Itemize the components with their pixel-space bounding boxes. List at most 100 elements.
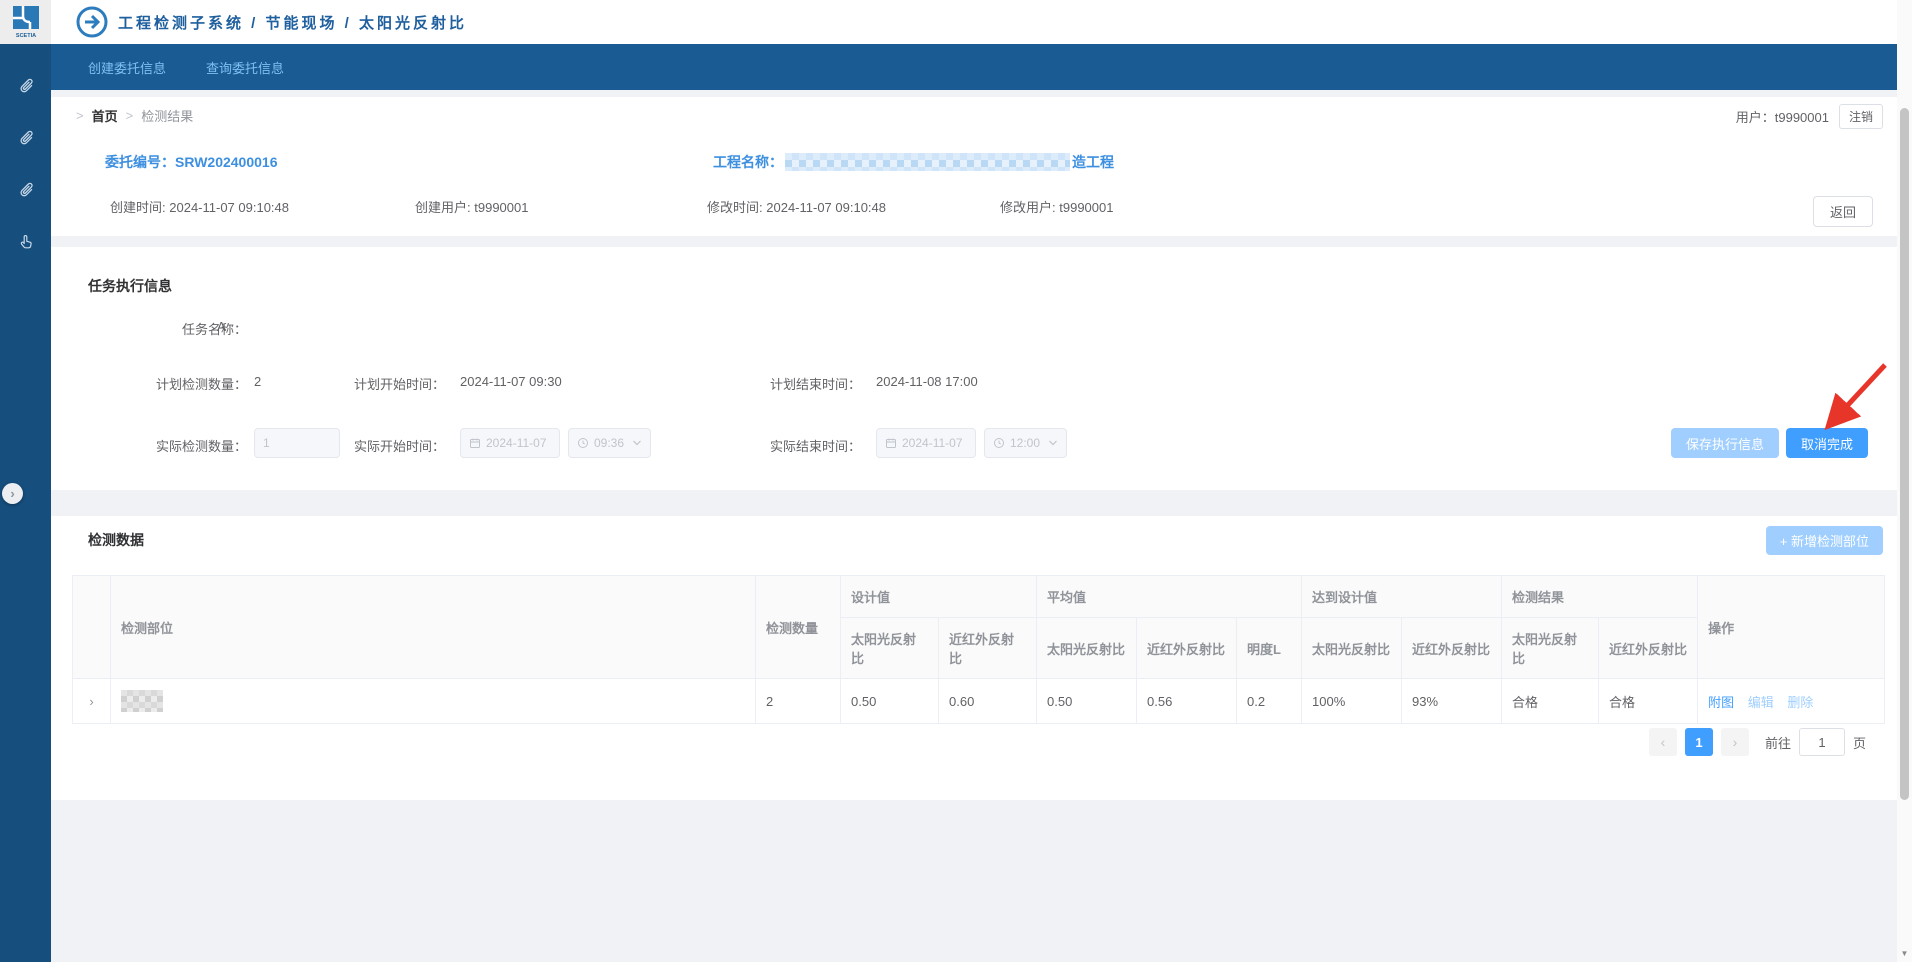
cell-result-solar: 合格 xyxy=(1501,678,1600,724)
actual-row: 实际检测数量： 1 实际开始时间： 2024-11-07 xyxy=(88,428,1188,458)
breadcrumb: > 首页 > 检测结果 xyxy=(76,106,193,125)
cell-reach-solar: 100% xyxy=(1301,678,1403,724)
actual-end-date-input[interactable]: 2024-11-07 xyxy=(876,428,976,458)
link-icon[interactable] xyxy=(17,129,35,147)
user-label: 用户：t9990001 xyxy=(1735,110,1829,125)
table-header-sub-row: 太阳光反射比 近红外反射比 太阳光反射比 近红外反射比 明度L 太阳光反射比 近… xyxy=(73,617,1885,679)
col-header-count: 检测数量 xyxy=(755,575,841,679)
save-execution-button[interactable]: 保存执行信息 xyxy=(1670,428,1779,458)
logo-text: SCETIA xyxy=(15,33,35,39)
chevron-down-icon xyxy=(1049,440,1057,446)
cell-design-nir: 0.60 xyxy=(937,678,1038,724)
next-page-button[interactable]: › xyxy=(1720,728,1749,756)
group-header-design: 设计值 xyxy=(839,575,1038,618)
edit-link[interactable]: 编辑 xyxy=(1747,694,1774,710)
breadcrumb-sep-icon: > xyxy=(76,108,84,123)
calendar-icon xyxy=(886,438,896,448)
col-header-nir: 近红外反射比 xyxy=(1598,617,1699,679)
expand-row-icon[interactable]: › xyxy=(72,678,111,724)
redacted-part-name xyxy=(121,690,163,712)
planned-count-value: 2 xyxy=(254,374,262,389)
group-header-reach-design: 达到设计值 xyxy=(1301,575,1503,618)
cancel-complete-button[interactable]: 取消完成 xyxy=(1785,428,1868,458)
add-inspection-part-button[interactable]: + 新增检测部位 xyxy=(1765,526,1883,555)
actual-start-date-input[interactable]: 2024-11-07 xyxy=(460,428,560,458)
task-card: 任务执行信息 任务名称： A 计划检测数量： 2 计划开始时间： 2024-11… xyxy=(51,247,1897,490)
cell-ops: 附图 编辑 删除 xyxy=(1697,678,1886,724)
cell-avg-solar: 0.50 xyxy=(1036,678,1138,724)
actual-start-label: 实际开始时间： xyxy=(353,439,445,454)
link-icon[interactable] xyxy=(17,181,35,199)
scroll-down-icon[interactable]: ▼ xyxy=(1900,949,1909,958)
breadcrumb-home[interactable]: 首页 xyxy=(91,109,118,124)
actual-count-input[interactable]: 1 xyxy=(254,428,340,458)
prev-page-icon: ‹ xyxy=(1660,734,1666,750)
annotation-arrow xyxy=(1824,363,1887,431)
actual-end-time-select[interactable]: 12:00 xyxy=(984,428,1067,458)
clock-icon xyxy=(994,438,1004,448)
tab-create-commission[interactable]: 创建委托信息 xyxy=(88,60,167,76)
table-row: › 2 0.50 0.60 0.50 0.56 0.2 100% 93% 合格 … xyxy=(72,678,1886,724)
nav-bar: 创建委托信息 查询委托信息 xyxy=(51,44,1912,90)
col-header-solar: 太阳光反射比 xyxy=(1501,617,1600,679)
modified-time: 修改时间: 2024-11-07 09:10:48 xyxy=(707,200,886,215)
attach-link[interactable]: 附图 xyxy=(1708,694,1735,710)
section-title-task: 任务执行信息 xyxy=(88,278,172,294)
user-box: 用户：t9990001 注销 xyxy=(1736,104,1883,129)
goto-label: 前往 xyxy=(1764,735,1791,751)
cell-design-solar: 0.50 xyxy=(840,678,939,724)
clock-icon xyxy=(578,438,588,448)
content-area: > 首页 > 检测结果 用户：t9990001 注销 委托编号：SRW20240… xyxy=(51,90,1912,962)
planned-start-value: 2024-11-07 09:30 xyxy=(460,374,562,389)
section-title-inspection: 检测数据 xyxy=(88,532,144,548)
scetia-logo-icon: SCETIA xyxy=(12,6,39,39)
next-page-icon: › xyxy=(1732,734,1738,750)
cell-brightness: 0.2 xyxy=(1236,678,1303,724)
col-header-nir: 近红外反射比 xyxy=(1401,617,1503,679)
col-header-part: 检测部位 xyxy=(110,575,756,679)
created-time: 创建时间: 2024-11-07 09:10:48 xyxy=(110,200,289,215)
planned-row: 计划检测数量： 2 计划开始时间： 2024-11-07 09:30 计划结束时… xyxy=(88,374,1188,404)
page-number-button[interactable]: 1 xyxy=(1684,728,1713,756)
planned-start-label: 计划开始时间： xyxy=(353,377,445,392)
actual-end-label: 实际结束时间： xyxy=(769,439,861,454)
calendar-icon xyxy=(470,438,480,448)
task-name-row: 任务名称： A xyxy=(88,319,1188,349)
project-name: 工程名称： 造工程 xyxy=(713,153,1114,171)
hand-pointer-icon[interactable] xyxy=(17,233,35,251)
sidebar-collapse-toggle[interactable]: › xyxy=(2,483,23,504)
modified-user: 修改用户: t9990001 xyxy=(1000,200,1114,215)
tab-query-commission[interactable]: 查询委托信息 xyxy=(206,60,285,76)
back-button[interactable]: 返回 xyxy=(1812,196,1873,227)
vertical-scrollbar[interactable]: ▼ xyxy=(1897,0,1912,962)
table-header-group-row: 检测部位 检测数量 设计值 平均值 达到设计值 检测结果 操作 xyxy=(72,575,1886,679)
col-header-brightness: 明度L xyxy=(1236,617,1303,679)
cell-reach-nir: 93% xyxy=(1401,678,1503,724)
logout-button[interactable]: 注销 xyxy=(1838,104,1883,129)
cell-avg-nir: 0.56 xyxy=(1136,678,1238,724)
expand-column-header xyxy=(72,575,111,679)
created-user: 创建用户: t9990001 xyxy=(415,200,529,215)
scrollbar-thumb[interactable] xyxy=(1900,108,1909,800)
delete-link[interactable]: 删除 xyxy=(1787,694,1814,710)
col-header-nir: 近红外反射比 xyxy=(1136,617,1238,679)
app-logo[interactable]: SCETIA xyxy=(0,0,51,44)
cell-part xyxy=(110,678,756,724)
planned-count-label: 计划检测数量： xyxy=(155,377,247,392)
sidebar: SCETIA › xyxy=(0,0,51,962)
prev-page-button[interactable]: ‹ xyxy=(1648,728,1677,756)
actual-start-time-select[interactable]: 09:36 xyxy=(568,428,651,458)
actual-count-label: 实际检测数量： xyxy=(155,439,247,454)
col-header-solar: 太阳光反射比 xyxy=(1036,617,1138,679)
col-header-ops: 操作 xyxy=(1697,575,1886,679)
commission-number: 委托编号：SRW202400016 xyxy=(105,154,278,170)
collapse-toggle-icon: › xyxy=(10,486,15,501)
goto-page-input[interactable] xyxy=(1798,728,1845,756)
planned-end-label: 计划结束时间： xyxy=(769,377,861,392)
col-header-nir: 近红外反射比 xyxy=(937,617,1038,679)
breadcrumb-sep-icon: > xyxy=(125,108,134,123)
pagination: ‹ 1 › 前往 页 xyxy=(1648,728,1866,756)
group-header-result: 检测结果 xyxy=(1501,575,1699,618)
link-icon[interactable] xyxy=(17,77,35,95)
col-header-solar: 太阳光反射比 xyxy=(1301,617,1403,679)
